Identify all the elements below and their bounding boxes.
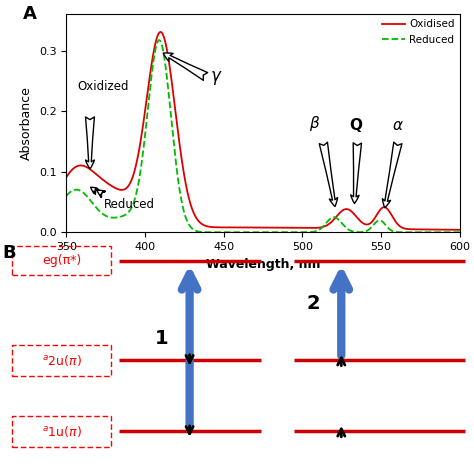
Oxidised <box>64 174 69 180</box>
Oxidised <box>237 225 243 230</box>
Y-axis label: Absorbance: Absorbance <box>20 86 33 160</box>
Oxidised <box>371 217 376 223</box>
X-axis label: Wavelength, nm: Wavelength, nm <box>206 257 320 271</box>
Line: Reduced: Reduced <box>66 40 460 232</box>
Reduced <box>64 193 69 199</box>
Bar <box>12 416 111 447</box>
Oxidised <box>104 180 109 185</box>
Reduced <box>378 218 383 223</box>
Reduced <box>156 37 162 43</box>
Text: B: B <box>2 244 16 262</box>
Oxidised <box>378 207 383 212</box>
Oxidised <box>334 213 340 219</box>
Text: $^{a}$1u($\pi$): $^{a}$1u($\pi$) <box>42 424 82 439</box>
Text: $\alpha$: $\alpha$ <box>392 118 404 133</box>
Reduced <box>371 222 376 228</box>
Legend: Oxidised, Reduced: Oxidised, Reduced <box>382 19 455 45</box>
Oxidised <box>223 225 228 230</box>
Oxidised <box>457 227 463 233</box>
Text: $\gamma$: $\gamma$ <box>210 69 222 87</box>
Reduced <box>104 213 109 219</box>
Text: 2: 2 <box>306 294 319 313</box>
Reduced <box>223 229 228 235</box>
Oxidised <box>158 29 164 35</box>
Text: A: A <box>23 6 37 24</box>
Reduced <box>237 229 243 235</box>
Reduced <box>457 229 463 235</box>
Text: Q: Q <box>349 118 363 133</box>
Text: eg(π*): eg(π*) <box>42 254 81 267</box>
Text: Reduced: Reduced <box>104 198 155 211</box>
Text: 1: 1 <box>155 329 168 348</box>
Reduced <box>334 215 340 221</box>
Bar <box>12 345 111 375</box>
Line: Oxidised: Oxidised <box>66 32 460 230</box>
Text: $\beta$: $\beta$ <box>310 114 320 133</box>
Text: Oxidized: Oxidized <box>77 80 129 93</box>
Text: $^{a}$2u($\pi$): $^{a}$2u($\pi$) <box>42 353 82 368</box>
Bar <box>12 246 111 275</box>
